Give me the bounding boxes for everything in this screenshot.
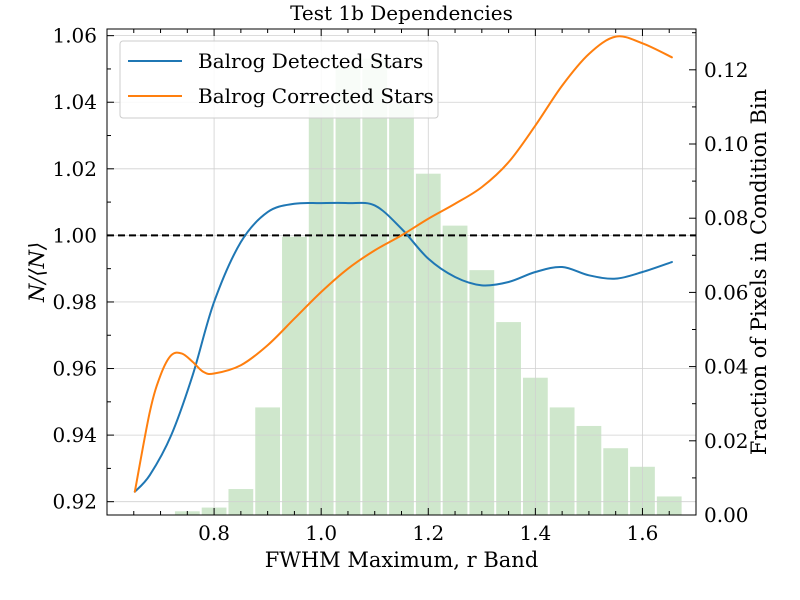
series-lines	[133, 35, 673, 493]
y-tick-label: 0.96	[52, 357, 97, 381]
y-axis-label: N/⟨N⟩	[25, 242, 49, 303]
x-tick-label: 1.6	[627, 521, 659, 545]
histogram-bar	[496, 322, 521, 515]
histogram-bar	[656, 496, 682, 515]
y-tick-label: 0.94	[52, 423, 97, 447]
histogram-bar	[442, 225, 468, 515]
histogram-bar	[576, 425, 602, 515]
chart-title: Test 1b Dependencies	[290, 1, 513, 25]
legend-label-corrected: Balrog Corrected Stars	[198, 84, 434, 108]
histogram-bar	[282, 236, 307, 515]
histogram-bar	[255, 407, 281, 515]
histogram-bar	[335, 66, 361, 515]
legend: Balrog Detected Stars Balrog Corrected S…	[119, 40, 439, 119]
y-tick-label: 0.92	[52, 490, 97, 514]
histogram-bar	[603, 448, 629, 515]
y2-tick-label: 0.06	[704, 280, 749, 304]
y-tick-label: 1.04	[52, 90, 97, 114]
ticks: 0.8 1.0 1.2 1.4 1.6 0.92 0.94 0.96 0.98 1.00 1.02 1…	[52, 24, 748, 545]
y2-tick-label: 0.04	[704, 355, 749, 379]
x-tick-label: 1.0	[305, 521, 337, 545]
y-tick-label: 1.06	[52, 24, 97, 48]
y2-tick-label: 0.12	[704, 58, 749, 82]
histogram-bar	[362, 58, 388, 516]
x-tick-label: 1.2	[412, 521, 444, 545]
histogram-bar	[549, 407, 575, 515]
y2-axis-label: Fraction of Pixels in Condition Bin	[747, 89, 771, 455]
y2-tick-label: 0.00	[704, 503, 749, 527]
x-axis-label: FWHM Maximum, r Band	[265, 548, 539, 572]
legend-box	[119, 40, 439, 119]
histogram-bar	[469, 270, 495, 515]
histogram-bar	[389, 103, 414, 515]
x-tick-label: 1.4	[519, 521, 551, 545]
legend-label-detected: Balrog Detected Stars	[198, 49, 423, 73]
series-line-1	[133, 35, 673, 493]
y-tick-label: 1.00	[52, 223, 97, 247]
x-tick-label: 0.8	[198, 521, 230, 545]
y-tick-label: 0.98	[52, 290, 97, 314]
y2-tick-label: 0.08	[704, 206, 749, 230]
series-line-0	[133, 201, 673, 493]
y2-tick-label: 0.10	[704, 132, 749, 156]
y2-tick-label: 0.02	[704, 429, 749, 453]
y-tick-label: 1.02	[52, 157, 97, 181]
